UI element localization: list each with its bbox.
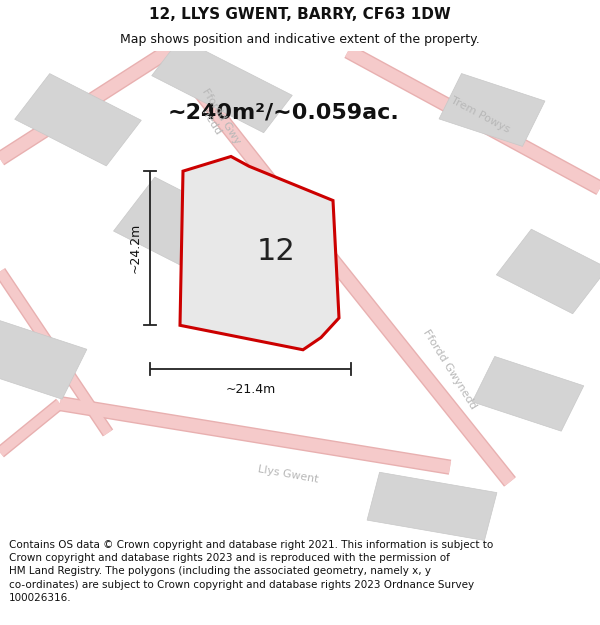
Text: ~24.2m: ~24.2m [128, 223, 142, 273]
Text: Ffordd Gwynedd: Ffordd Gwynedd [421, 328, 479, 411]
Polygon shape [0, 320, 87, 399]
Polygon shape [472, 356, 584, 431]
Polygon shape [496, 229, 600, 314]
Text: Trem Powys: Trem Powys [449, 95, 511, 134]
Polygon shape [15, 74, 141, 166]
Polygon shape [113, 177, 247, 278]
Polygon shape [439, 74, 545, 146]
Polygon shape [367, 472, 497, 541]
Text: Map shows position and indicative extent of the property.: Map shows position and indicative extent… [120, 34, 480, 46]
Text: Contains OS data © Crown copyright and database right 2021. This information is : Contains OS data © Crown copyright and d… [9, 540, 493, 603]
Polygon shape [180, 156, 339, 350]
Text: ~21.4m: ~21.4m [226, 383, 275, 396]
Text: Llys Gwent: Llys Gwent [257, 464, 319, 485]
Text: Ffordd Gwy
nedd: Ffordd Gwy nedd [190, 87, 242, 152]
Text: ~240m²/~0.059ac.: ~240m²/~0.059ac. [168, 102, 400, 122]
Text: 12: 12 [257, 238, 295, 266]
Polygon shape [152, 38, 292, 132]
Text: 12, LLYS GWENT, BARRY, CF63 1DW: 12, LLYS GWENT, BARRY, CF63 1DW [149, 7, 451, 22]
